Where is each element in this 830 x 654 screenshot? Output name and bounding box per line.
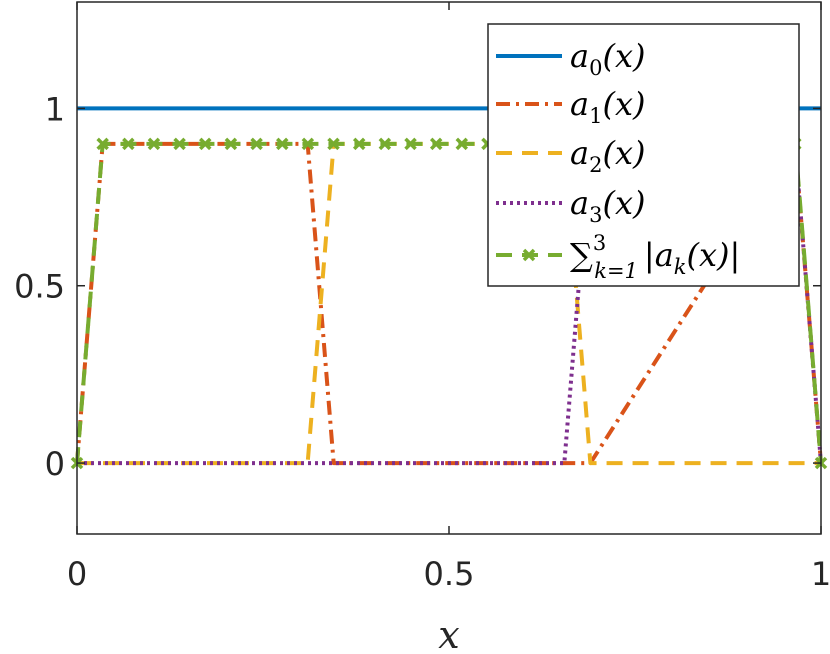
series-4-point-3 (147, 137, 161, 151)
series-4-point-12 (378, 137, 392, 151)
series-4-point-11 (352, 137, 366, 151)
axes-layer: 0 0.5 1 0 0.5 1 (14, 1, 830, 593)
series-4-point-15 (455, 137, 469, 151)
y-tick-label: 0.5 (14, 268, 65, 306)
legend-sum-symbol: ∑ (570, 236, 593, 274)
legend-base: a (570, 85, 589, 123)
series-4-point-8 (276, 137, 289, 151)
point-stroke (455, 137, 469, 151)
x-tick-label: 0 (67, 555, 87, 593)
x-tick-label: 1 (811, 555, 830, 593)
series-4-point-4 (173, 137, 186, 151)
legend-label-2: a2(x) (570, 134, 645, 177)
legend-sub: 0 (589, 56, 602, 80)
point-stroke (250, 137, 263, 151)
point-stroke (352, 137, 366, 151)
legend-box (487, 23, 800, 287)
legend-tail: (x) (602, 37, 645, 75)
legend-sum-body: |a (644, 236, 674, 274)
y-tick-label: 1 (45, 90, 65, 128)
legend-tail: (x) (602, 184, 645, 222)
series-4-point-13 (404, 137, 417, 151)
point-stroke (327, 137, 340, 151)
legend-sum-sub: k=1 (594, 259, 638, 283)
x-tick-label: 0.5 (424, 555, 475, 593)
point-stroke (147, 137, 161, 151)
series-4-point-1 (96, 137, 109, 151)
legend-label-0: a0(x) (570, 37, 645, 80)
y-tick-label: 0 (45, 445, 65, 483)
legend-base: a (570, 184, 589, 222)
series-4-point-14 (429, 137, 443, 151)
legend-sum-body-tail: (x)| (687, 236, 741, 274)
series-4-point-6 (224, 137, 238, 151)
x-axis-label: x (438, 613, 459, 654)
legend-sub: 2 (589, 153, 602, 177)
series-line-2 (77, 141, 821, 466)
legend-base: a (570, 134, 589, 172)
series-4-point-10 (327, 137, 340, 151)
point-stroke (173, 137, 186, 151)
point-stroke (199, 137, 212, 151)
legend-tail: (x) (602, 134, 645, 172)
series-4-point-9 (301, 137, 315, 151)
point-stroke (224, 137, 238, 151)
point-stroke (301, 137, 315, 151)
series-4-point-5 (199, 137, 212, 151)
legend-marker (522, 248, 536, 262)
point-stroke (378, 137, 392, 151)
series-4-point-7 (250, 137, 263, 151)
legend-label-1: a1(x) (570, 85, 645, 128)
series-4-point-2 (122, 137, 135, 151)
legend-base: a (570, 37, 589, 75)
legend-sub: 3 (589, 203, 602, 227)
point-stroke (404, 137, 417, 151)
legend-sum-sup: 3 (593, 231, 606, 255)
legend: a0(x)a1(x)a2(x)a3(x)∑3 k=1 |ak(x)| (487, 23, 800, 287)
legend-label-3: a3(x) (570, 184, 645, 227)
point-stroke (122, 137, 135, 151)
point-stroke (429, 137, 443, 151)
legend-label-4: ∑3 k=1 |ak(x)| (570, 231, 740, 283)
point-stroke (276, 137, 289, 151)
legend-tail: (x) (602, 85, 645, 123)
legend-sub: 1 (589, 104, 602, 128)
legend-sum-body-sub: k (674, 255, 687, 279)
point-stroke (96, 137, 109, 151)
